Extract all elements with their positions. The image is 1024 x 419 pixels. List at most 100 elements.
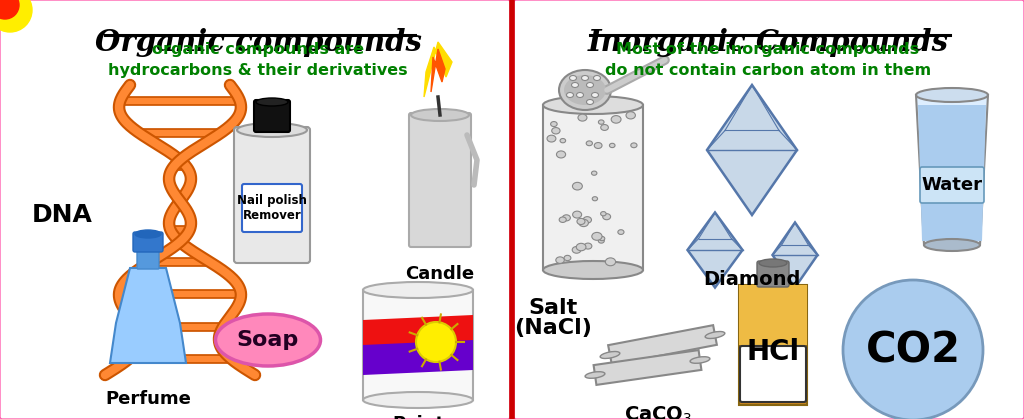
Ellipse shape	[690, 357, 710, 363]
Ellipse shape	[605, 258, 615, 266]
Ellipse shape	[582, 75, 589, 80]
Text: HCl: HCl	[746, 338, 800, 366]
Ellipse shape	[543, 96, 643, 114]
Ellipse shape	[572, 182, 583, 190]
FancyBboxPatch shape	[920, 167, 984, 203]
Ellipse shape	[564, 75, 606, 105]
Ellipse shape	[916, 88, 988, 102]
FancyBboxPatch shape	[0, 0, 511, 419]
Circle shape	[0, 0, 19, 19]
Ellipse shape	[566, 93, 573, 98]
Ellipse shape	[601, 212, 606, 216]
FancyBboxPatch shape	[137, 249, 159, 269]
Ellipse shape	[579, 219, 589, 227]
Text: Soap: Soap	[237, 330, 299, 350]
FancyBboxPatch shape	[409, 113, 471, 247]
Ellipse shape	[759, 259, 787, 267]
Ellipse shape	[594, 142, 602, 148]
Text: Salt: Salt	[528, 298, 578, 318]
Ellipse shape	[577, 218, 585, 225]
Ellipse shape	[551, 122, 557, 127]
FancyBboxPatch shape	[739, 285, 807, 405]
Text: Perfume: Perfume	[105, 390, 190, 408]
Ellipse shape	[578, 114, 587, 121]
Text: Water: Water	[922, 176, 982, 194]
Ellipse shape	[617, 230, 624, 235]
Polygon shape	[431, 49, 445, 92]
FancyBboxPatch shape	[513, 0, 1024, 419]
Circle shape	[0, 0, 32, 32]
Ellipse shape	[585, 372, 605, 378]
Polygon shape	[707, 85, 797, 215]
Text: Paint: Paint	[392, 415, 444, 419]
Text: Diamond: Diamond	[703, 270, 801, 289]
FancyBboxPatch shape	[757, 261, 790, 287]
Ellipse shape	[600, 352, 620, 359]
Text: Candle: Candle	[406, 265, 474, 283]
Ellipse shape	[560, 139, 565, 143]
Ellipse shape	[237, 123, 307, 137]
Ellipse shape	[592, 197, 598, 201]
Ellipse shape	[577, 243, 586, 251]
Ellipse shape	[598, 238, 604, 243]
Text: CO2: CO2	[865, 329, 961, 371]
Ellipse shape	[587, 83, 594, 88]
FancyBboxPatch shape	[133, 232, 163, 252]
Text: Organic compounds: Organic compounds	[94, 28, 422, 57]
Ellipse shape	[572, 246, 581, 253]
Text: CaCO$_3$: CaCO$_3$	[624, 405, 692, 419]
Ellipse shape	[411, 109, 469, 121]
Ellipse shape	[564, 255, 571, 261]
FancyBboxPatch shape	[739, 285, 807, 345]
Text: (NaCl): (NaCl)	[514, 318, 592, 338]
Text: Inorganic Compounds: Inorganic Compounds	[588, 28, 948, 57]
Ellipse shape	[706, 331, 725, 339]
Ellipse shape	[577, 93, 584, 98]
Ellipse shape	[603, 214, 610, 220]
Ellipse shape	[599, 236, 605, 241]
Ellipse shape	[592, 171, 597, 175]
Ellipse shape	[601, 124, 608, 130]
FancyBboxPatch shape	[740, 346, 806, 402]
Ellipse shape	[571, 83, 579, 88]
Polygon shape	[687, 212, 742, 287]
Ellipse shape	[631, 143, 637, 148]
Ellipse shape	[556, 257, 564, 264]
Polygon shape	[594, 350, 701, 385]
Polygon shape	[110, 268, 186, 363]
FancyBboxPatch shape	[362, 290, 473, 400]
Ellipse shape	[609, 143, 615, 147]
Ellipse shape	[559, 217, 566, 222]
Polygon shape	[362, 340, 473, 375]
Ellipse shape	[256, 98, 288, 106]
Ellipse shape	[569, 75, 577, 80]
Ellipse shape	[592, 233, 602, 240]
Ellipse shape	[584, 243, 592, 249]
FancyBboxPatch shape	[543, 105, 643, 270]
Ellipse shape	[583, 217, 592, 223]
Ellipse shape	[362, 282, 473, 298]
FancyBboxPatch shape	[242, 184, 302, 232]
Polygon shape	[916, 95, 988, 245]
Polygon shape	[772, 222, 817, 287]
Ellipse shape	[562, 215, 570, 221]
Ellipse shape	[587, 99, 594, 104]
Text: Nail polish
Remover: Nail polish Remover	[238, 194, 307, 222]
Text: DNA: DNA	[32, 203, 93, 227]
Text: organic compounds are
hydrocarbons & their derivatives: organic compounds are hydrocarbons & the…	[109, 42, 408, 78]
Ellipse shape	[586, 141, 593, 146]
Ellipse shape	[598, 120, 604, 124]
FancyBboxPatch shape	[234, 127, 310, 263]
Ellipse shape	[215, 314, 321, 366]
Polygon shape	[362, 315, 473, 350]
Ellipse shape	[135, 230, 161, 238]
Ellipse shape	[543, 261, 643, 279]
Ellipse shape	[626, 112, 636, 119]
Ellipse shape	[611, 116, 621, 123]
Ellipse shape	[556, 151, 565, 158]
Text: Most of the inorganic compounds
do not contain carbon atom in them: Most of the inorganic compounds do not c…	[605, 42, 931, 78]
Ellipse shape	[362, 392, 473, 408]
Ellipse shape	[552, 127, 560, 134]
Polygon shape	[608, 325, 717, 365]
Polygon shape	[918, 105, 986, 241]
